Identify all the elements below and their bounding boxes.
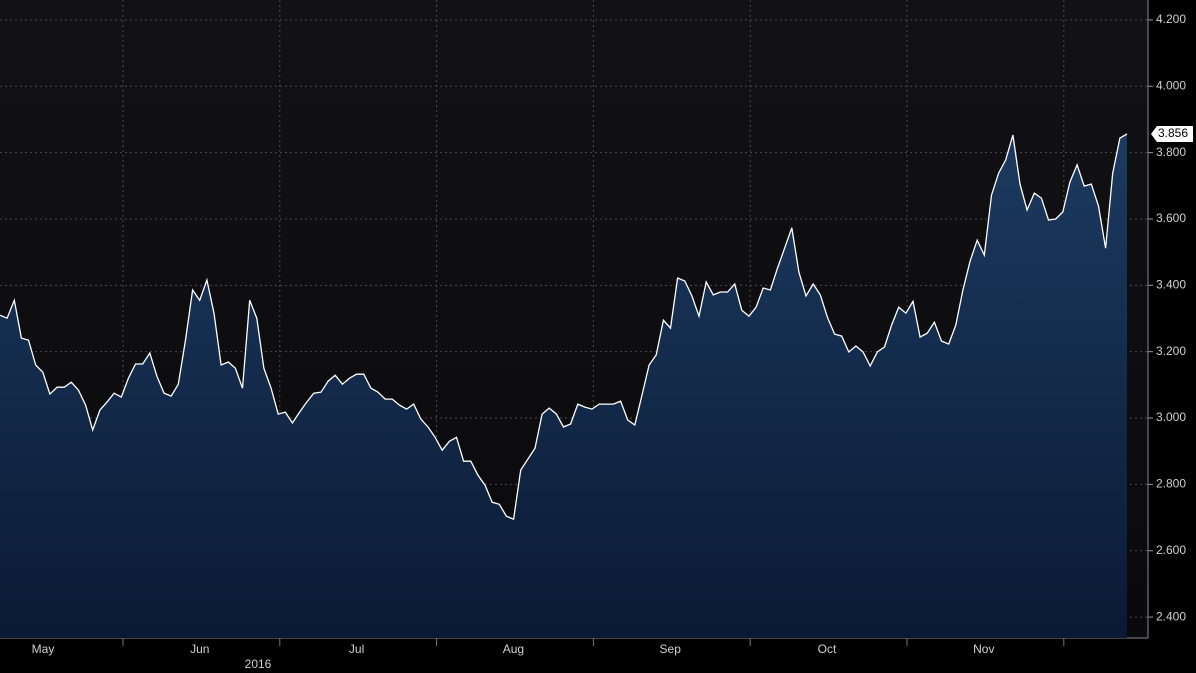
y-tick-label: 2.800 xyxy=(1156,477,1186,491)
y-tick-label: 3.800 xyxy=(1156,145,1186,159)
y-tick-label: 3.200 xyxy=(1156,344,1186,358)
y-tick-label: 4.000 xyxy=(1156,78,1186,92)
area xyxy=(0,134,1127,638)
x-tick-label: Sep xyxy=(660,642,682,656)
last-value-label: 3.856 xyxy=(1158,126,1188,140)
x-tick-label: Aug xyxy=(503,642,524,656)
y-tick-label: 2.400 xyxy=(1156,609,1186,623)
y-tick-label: 2.600 xyxy=(1156,543,1186,557)
y-tick-label: 3.000 xyxy=(1156,410,1186,424)
y-tick-label: 3.600 xyxy=(1156,211,1186,225)
year-label: 2016 xyxy=(245,657,272,671)
x-tick-label: Jul xyxy=(349,642,364,656)
y-tick-label: 4.200 xyxy=(1156,12,1186,26)
x-tick-label: Nov xyxy=(973,642,994,656)
y-tick-label: 3.400 xyxy=(1156,277,1186,291)
line xyxy=(0,133,1128,521)
x-tick-label: Jun xyxy=(190,642,209,656)
x-tick-label: Oct xyxy=(818,642,837,656)
x-tick-label: May xyxy=(32,642,55,656)
last-value-tag xyxy=(1151,126,1193,143)
